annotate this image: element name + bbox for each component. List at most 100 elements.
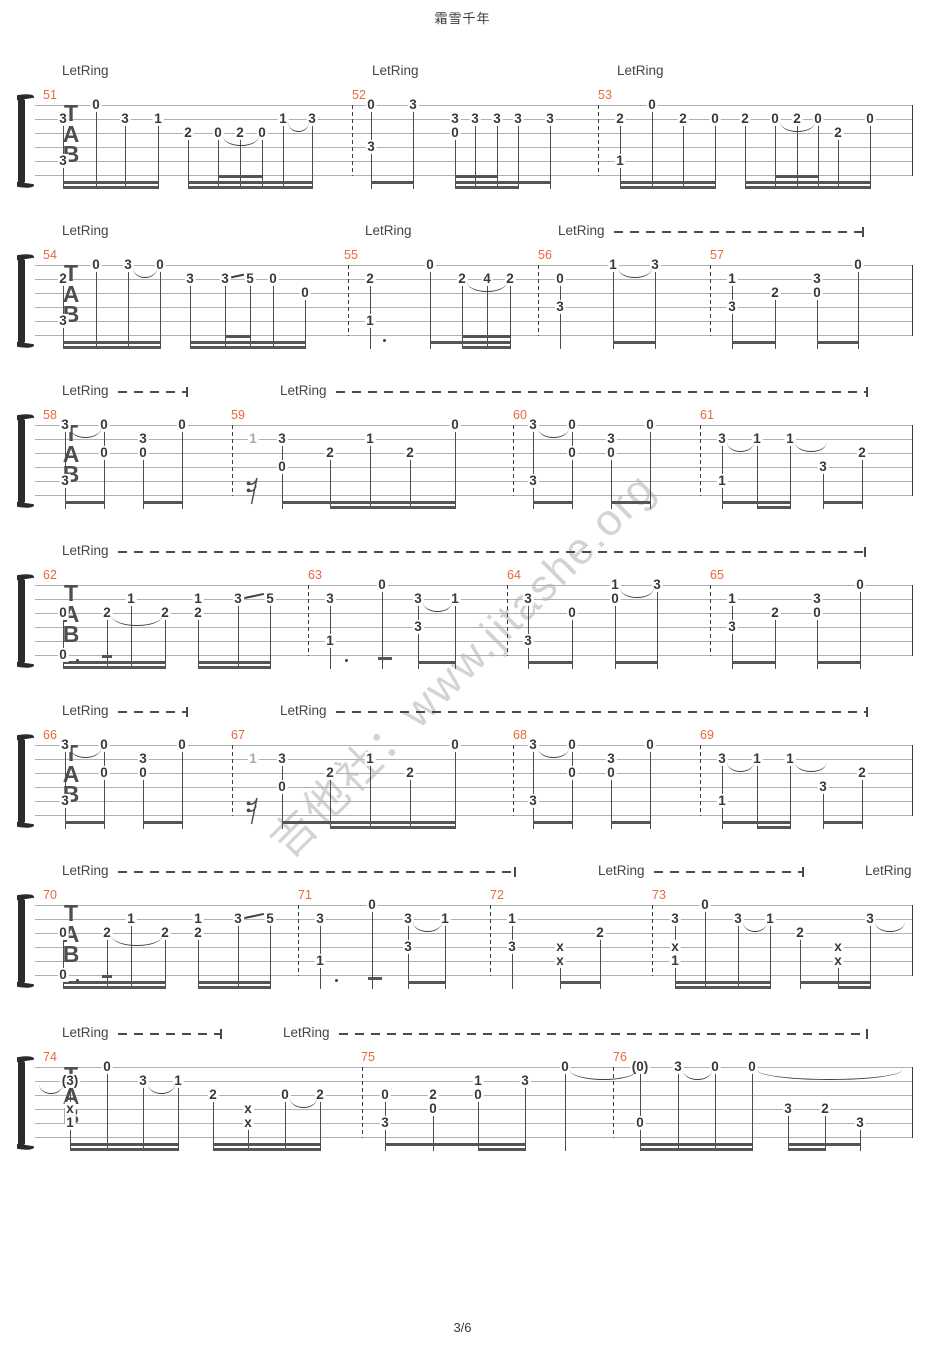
slur-tie <box>39 1084 63 1094</box>
fret-number: 3 <box>651 576 663 593</box>
let-ring-dashes <box>118 391 186 393</box>
fret-number: 3 <box>519 1072 531 1089</box>
let-ring-label: LetRing <box>865 863 912 878</box>
note-stem <box>817 604 819 669</box>
fret-number: 0 <box>566 736 578 753</box>
beam <box>225 335 250 339</box>
fret-number: 3 <box>544 110 556 127</box>
slide-line <box>230 273 245 278</box>
fret-number: 3 <box>716 430 728 447</box>
note-stem <box>757 444 759 509</box>
ghost-fret-number: 1 <box>247 750 259 767</box>
fret-number: 3 <box>412 618 424 635</box>
fret-number: 3 <box>527 792 539 809</box>
let-ring-label: LetRing <box>598 863 645 878</box>
beam <box>560 981 600 985</box>
note-stem <box>533 430 535 509</box>
system-bracket-top-hook <box>17 892 34 901</box>
fret-number: 1 <box>64 1114 76 1131</box>
fret-number: 0 <box>212 124 224 141</box>
fret-number: (3) <box>60 1072 80 1089</box>
let-ring-end-tick <box>862 227 864 237</box>
beam <box>722 821 790 825</box>
measure-number: 66 <box>43 728 57 742</box>
measure-number: 68 <box>513 728 527 742</box>
beam <box>788 1148 825 1152</box>
fret-number: 0 <box>472 1086 484 1103</box>
fret-number: 0 <box>365 96 377 113</box>
fret-number: 3 <box>854 1114 866 1131</box>
barline <box>700 425 702 496</box>
fret-number: 0 <box>276 778 288 795</box>
note-stem <box>560 284 562 349</box>
beam <box>198 666 270 670</box>
fret-number: 0 <box>854 576 866 593</box>
slur-tie <box>795 442 827 452</box>
fret-number: 3 <box>276 430 288 447</box>
fret-number: 0 <box>449 416 461 433</box>
system-bracket-bottom-hook <box>17 661 34 670</box>
fret-number: 0 <box>98 444 110 461</box>
fret-number: 0 <box>449 124 461 141</box>
staff-line <box>35 585 912 586</box>
note-stem <box>611 444 613 509</box>
ghost-fret-number: 1 <box>247 430 259 447</box>
note-stem <box>462 284 464 349</box>
fret-number: 3 <box>232 590 244 607</box>
fret-number: 0 <box>709 1058 721 1075</box>
let-ring-end-tick <box>864 547 866 557</box>
note-stem <box>104 750 106 829</box>
fret-number: 3 <box>506 938 518 955</box>
let-ring-end-tick <box>802 867 804 877</box>
beam <box>640 1148 752 1152</box>
beam <box>800 981 870 985</box>
fret-number: 0 <box>812 110 824 127</box>
staff-line <box>35 933 912 934</box>
fret-number: 2 <box>504 270 516 287</box>
system-bracket <box>18 99 25 183</box>
staff-line <box>35 1137 912 1138</box>
note-stem <box>96 270 98 349</box>
slur-tie <box>743 922 767 932</box>
fret-number: 3 <box>817 778 829 795</box>
beam <box>143 501 182 505</box>
fret-number: 3 <box>527 416 539 433</box>
note-stem <box>800 938 802 989</box>
fret-number: 3 <box>276 750 288 767</box>
fret-number: 3 <box>491 110 503 127</box>
note-stem <box>305 298 307 349</box>
fret-number: 3 <box>119 110 131 127</box>
barline <box>513 425 515 496</box>
let-ring-dashes <box>339 1033 866 1035</box>
note-stem <box>475 124 477 189</box>
staff-line <box>35 161 912 162</box>
fret-number: 1 <box>607 256 619 273</box>
let-ring-label: LetRing <box>62 863 109 878</box>
note-stem <box>107 1072 109 1151</box>
note-stem <box>818 124 820 189</box>
beam <box>640 1143 752 1147</box>
fret-number: 3 <box>726 298 738 315</box>
measure-number: 58 <box>43 408 57 422</box>
fret-number: 3 <box>59 736 71 753</box>
slur-tie <box>780 122 815 132</box>
beam <box>102 975 112 979</box>
beam <box>732 341 775 345</box>
fret-number: 4 <box>481 270 493 287</box>
measure-number: 59 <box>231 408 245 422</box>
fret-number: x <box>64 1100 76 1117</box>
beam <box>722 501 790 505</box>
page-title: 霜雪千年 <box>434 11 491 26</box>
note-stem <box>63 938 65 989</box>
fret-number: 0 <box>646 96 658 113</box>
note-stem <box>433 1100 435 1151</box>
barline <box>710 585 712 656</box>
fret-number: 1 <box>716 792 728 809</box>
note-stem <box>198 604 200 669</box>
note-stem <box>282 764 284 829</box>
fret-number: 2 <box>427 1086 439 1103</box>
system-bracket-bottom-hook <box>17 501 34 510</box>
barline <box>652 905 654 976</box>
note-stem <box>445 924 447 989</box>
